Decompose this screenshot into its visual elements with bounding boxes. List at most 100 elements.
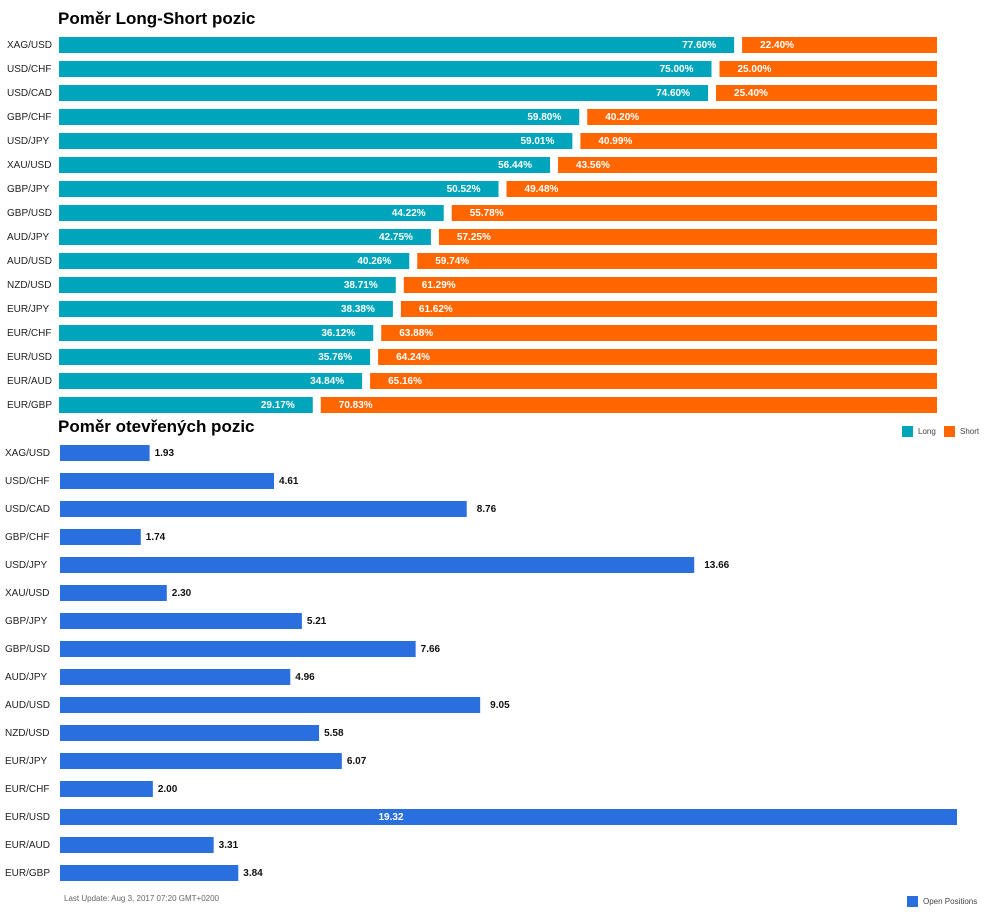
ratio-category-label-gbp-jpy: GBP/JPY — [7, 184, 50, 195]
long-bar-usd-chf — [59, 61, 712, 77]
long-value-label-xau-usd: 56.44% — [498, 160, 532, 171]
open-positions-bar-xag-usd — [60, 445, 150, 461]
short-value-label-nzd-usd: 61.29% — [422, 280, 456, 291]
open-positions-chart-title: Poměr otevřených pozic — [58, 417, 255, 436]
open-positions-bar-usd-chf — [60, 473, 275, 489]
short-value-label-eur-aud: 65.16% — [388, 376, 422, 387]
ratio-category-label-usd-cad: USD/CAD — [7, 88, 52, 99]
long-bar-gbp-jpy — [59, 181, 499, 197]
long-value-label-xag-usd: 77.60% — [682, 40, 716, 51]
long-value-label-aud-jpy: 42.75% — [379, 232, 413, 243]
long-bar-nzd-usd — [59, 277, 396, 293]
short-bar-nzd-usd — [403, 277, 938, 293]
open-category-label-eur-usd: EUR/USD — [5, 812, 50, 823]
short-bar-eur-usd — [378, 349, 937, 365]
legend-open-swatch — [907, 896, 918, 907]
open-category-label-gbp-usd: GBP/USD — [5, 644, 50, 655]
long-value-label-eur-gbp: 29.17% — [261, 400, 295, 411]
open-positions-bar-eur-aud — [60, 837, 214, 853]
open-category-label-aud-jpy: AUD/JPY — [5, 672, 48, 683]
long-value-label-eur-chf: 36.12% — [321, 328, 355, 339]
ratio-category-label-eur-aud: EUR/AUD — [7, 376, 52, 387]
short-value-label-gbp-jpy: 49.48% — [525, 184, 559, 195]
long-value-label-eur-jpy: 38.38% — [341, 304, 375, 315]
legend-long: Long — [902, 426, 936, 437]
open-positions-bar-eur-chf — [60, 781, 153, 797]
long-bar-eur-aud — [59, 373, 363, 389]
long-bar-usd-jpy — [59, 133, 573, 149]
short-bar-usd-chf — [719, 61, 937, 77]
long-value-label-eur-usd: 35.76% — [318, 352, 352, 363]
ratio-category-label-aud-jpy: AUD/JPY — [7, 232, 50, 243]
long-value-label-usd-cad: 74.60% — [656, 88, 690, 99]
open-value-label-eur-usd: 19.32 — [379, 812, 404, 823]
open-positions-bar-gbp-usd — [60, 641, 416, 657]
long-value-label-gbp-jpy: 50.52% — [447, 184, 481, 195]
short-value-label-aud-usd: 59.74% — [435, 256, 469, 267]
open-value-label-eur-chf: 2.00 — [158, 784, 178, 795]
long-value-label-eur-aud: 34.84% — [310, 376, 344, 387]
long-bar-eur-chf — [59, 325, 374, 341]
ratio-category-label-eur-chf: EUR/CHF — [7, 328, 51, 339]
open-positions-bar-xau-usd — [60, 585, 167, 601]
long-bar-xau-usd — [59, 157, 551, 173]
open-category-label-eur-jpy: EUR/JPY — [5, 756, 48, 767]
long-value-label-usd-jpy: 59.01% — [520, 136, 554, 147]
open-value-label-eur-aud: 3.31 — [219, 840, 239, 851]
open-value-label-gbp-chf: 1.74 — [146, 532, 166, 543]
ratio-category-label-xag-usd: XAG/USD — [7, 40, 52, 51]
open-positions-bar-aud-usd — [60, 697, 481, 713]
ratio-category-label-aud-usd: AUD/USD — [7, 256, 52, 267]
open-value-label-aud-usd: 9.05 — [490, 700, 510, 711]
long-value-label-usd-chf: 75.00% — [660, 64, 694, 75]
short-value-label-gbp-chf: 40.20% — [605, 112, 639, 123]
ratio-category-label-eur-usd: EUR/USD — [7, 352, 52, 363]
open-category-label-eur-gbp: EUR/GBP — [5, 868, 50, 879]
short-value-label-usd-chf: 25.00% — [738, 64, 772, 75]
open-positions-bar-gbp-chf — [60, 529, 141, 545]
short-value-label-eur-jpy: 61.62% — [419, 304, 453, 315]
ratio-category-label-eur-jpy: EUR/JPY — [7, 304, 50, 315]
open-positions-bar-gbp-jpy — [60, 613, 302, 629]
open-value-label-eur-jpy: 6.07 — [347, 756, 367, 767]
open-category-label-xag-usd: XAG/USD — [5, 448, 50, 459]
open-value-label-nzd-usd: 5.58 — [324, 728, 344, 739]
open-category-label-usd-cad: USD/CAD — [5, 504, 50, 515]
open-positions-bar-eur-gbp — [60, 865, 239, 881]
legend-short-label: Short — [960, 427, 980, 436]
long-value-label-gbp-usd: 44.22% — [392, 208, 426, 219]
open-category-label-nzd-usd: NZD/USD — [5, 728, 49, 739]
short-bar-gbp-jpy — [506, 181, 937, 197]
long-value-label-gbp-chf: 59.80% — [527, 112, 561, 123]
ratio-category-label-usd-jpy: USD/JPY — [7, 136, 50, 147]
short-value-label-eur-usd: 64.24% — [396, 352, 430, 363]
short-bar-gbp-usd — [451, 205, 937, 221]
short-value-label-xag-usd: 22.40% — [760, 40, 794, 51]
open-value-label-aud-jpy: 4.96 — [295, 672, 315, 683]
short-value-label-usd-jpy: 40.99% — [598, 136, 632, 147]
open-category-label-usd-chf: USD/CHF — [5, 476, 49, 487]
long-bar-xag-usd — [59, 37, 735, 53]
open-value-label-eur-gbp: 3.84 — [243, 868, 263, 879]
open-category-label-usd-jpy: USD/JPY — [5, 560, 48, 571]
open-value-label-gbp-usd: 7.66 — [421, 644, 441, 655]
open-value-label-xau-usd: 2.30 — [172, 588, 192, 599]
open-category-label-gbp-chf: GBP/CHF — [5, 532, 49, 543]
legend-long-label: Long — [918, 427, 936, 436]
long-bar-eur-gbp — [59, 397, 313, 413]
legend-open-positions: Open Positions — [907, 896, 977, 907]
short-value-label-gbp-usd: 55.78% — [470, 208, 504, 219]
long-bar-gbp-chf — [59, 109, 580, 125]
open-value-label-usd-jpy: 13.66 — [704, 560, 729, 571]
open-value-label-usd-cad: 8.76 — [477, 504, 497, 515]
open-positions-bar-usd-cad — [60, 501, 467, 517]
open-category-label-xau-usd: XAU/USD — [5, 588, 49, 599]
long-bar-eur-jpy — [59, 301, 393, 317]
short-bar-eur-jpy — [400, 301, 937, 317]
open-value-label-xag-usd: 1.93 — [155, 448, 175, 459]
short-bar-usd-cad — [716, 85, 937, 101]
short-value-label-xau-usd: 43.56% — [576, 160, 610, 171]
short-bar-xag-usd — [742, 37, 937, 53]
long-value-label-nzd-usd: 38.71% — [344, 280, 378, 291]
